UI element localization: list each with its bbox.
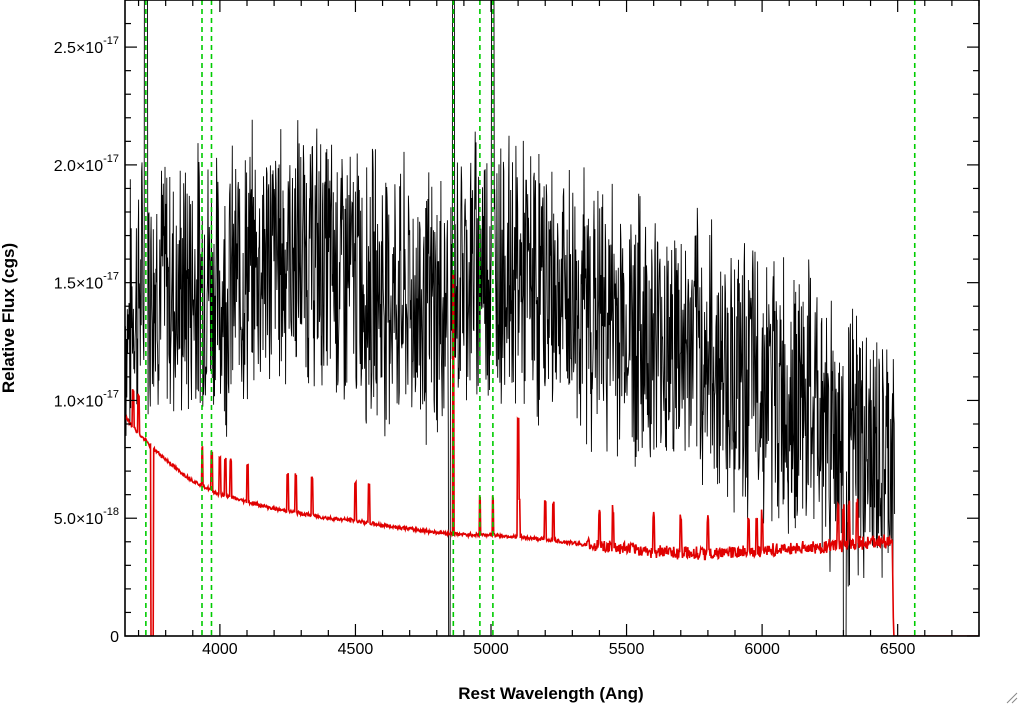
series-observed-spectrum: [125, 0, 896, 636]
y-tick-label: 0: [110, 629, 119, 646]
y-tick-label: 5.0×10-18: [54, 506, 119, 528]
y-tick-label: 2.5×10-17: [54, 35, 119, 57]
series-model-continuum: [125, 273, 979, 636]
axes: 4000 4500 5000 5500 6000 6500 0 5.0×10-18 1.0×10…: [54, 0, 980, 658]
x-tick-label: 5500: [609, 641, 645, 658]
x-axis-title: Rest Wavelength (Ang): [458, 684, 643, 703]
x-tick-label: 6500: [880, 641, 916, 658]
x-tick-label: 4500: [338, 641, 374, 658]
y-tick-label: 2.0×10-17: [54, 153, 119, 175]
resize-grip-icon[interactable]: [1004, 690, 1018, 704]
y-tick-label: 1.0×10-17: [54, 388, 119, 410]
x-tick-label: 6000: [744, 641, 780, 658]
plot-area: [125, 0, 979, 636]
x-tick-label: 4000: [202, 641, 238, 658]
y-tick-label: 1.5×10-17: [54, 271, 119, 293]
y-axis-title: Relative Flux (cgs): [0, 243, 18, 393]
plot-frame: [124, 0, 980, 637]
x-tick-label: 5000: [473, 641, 509, 658]
